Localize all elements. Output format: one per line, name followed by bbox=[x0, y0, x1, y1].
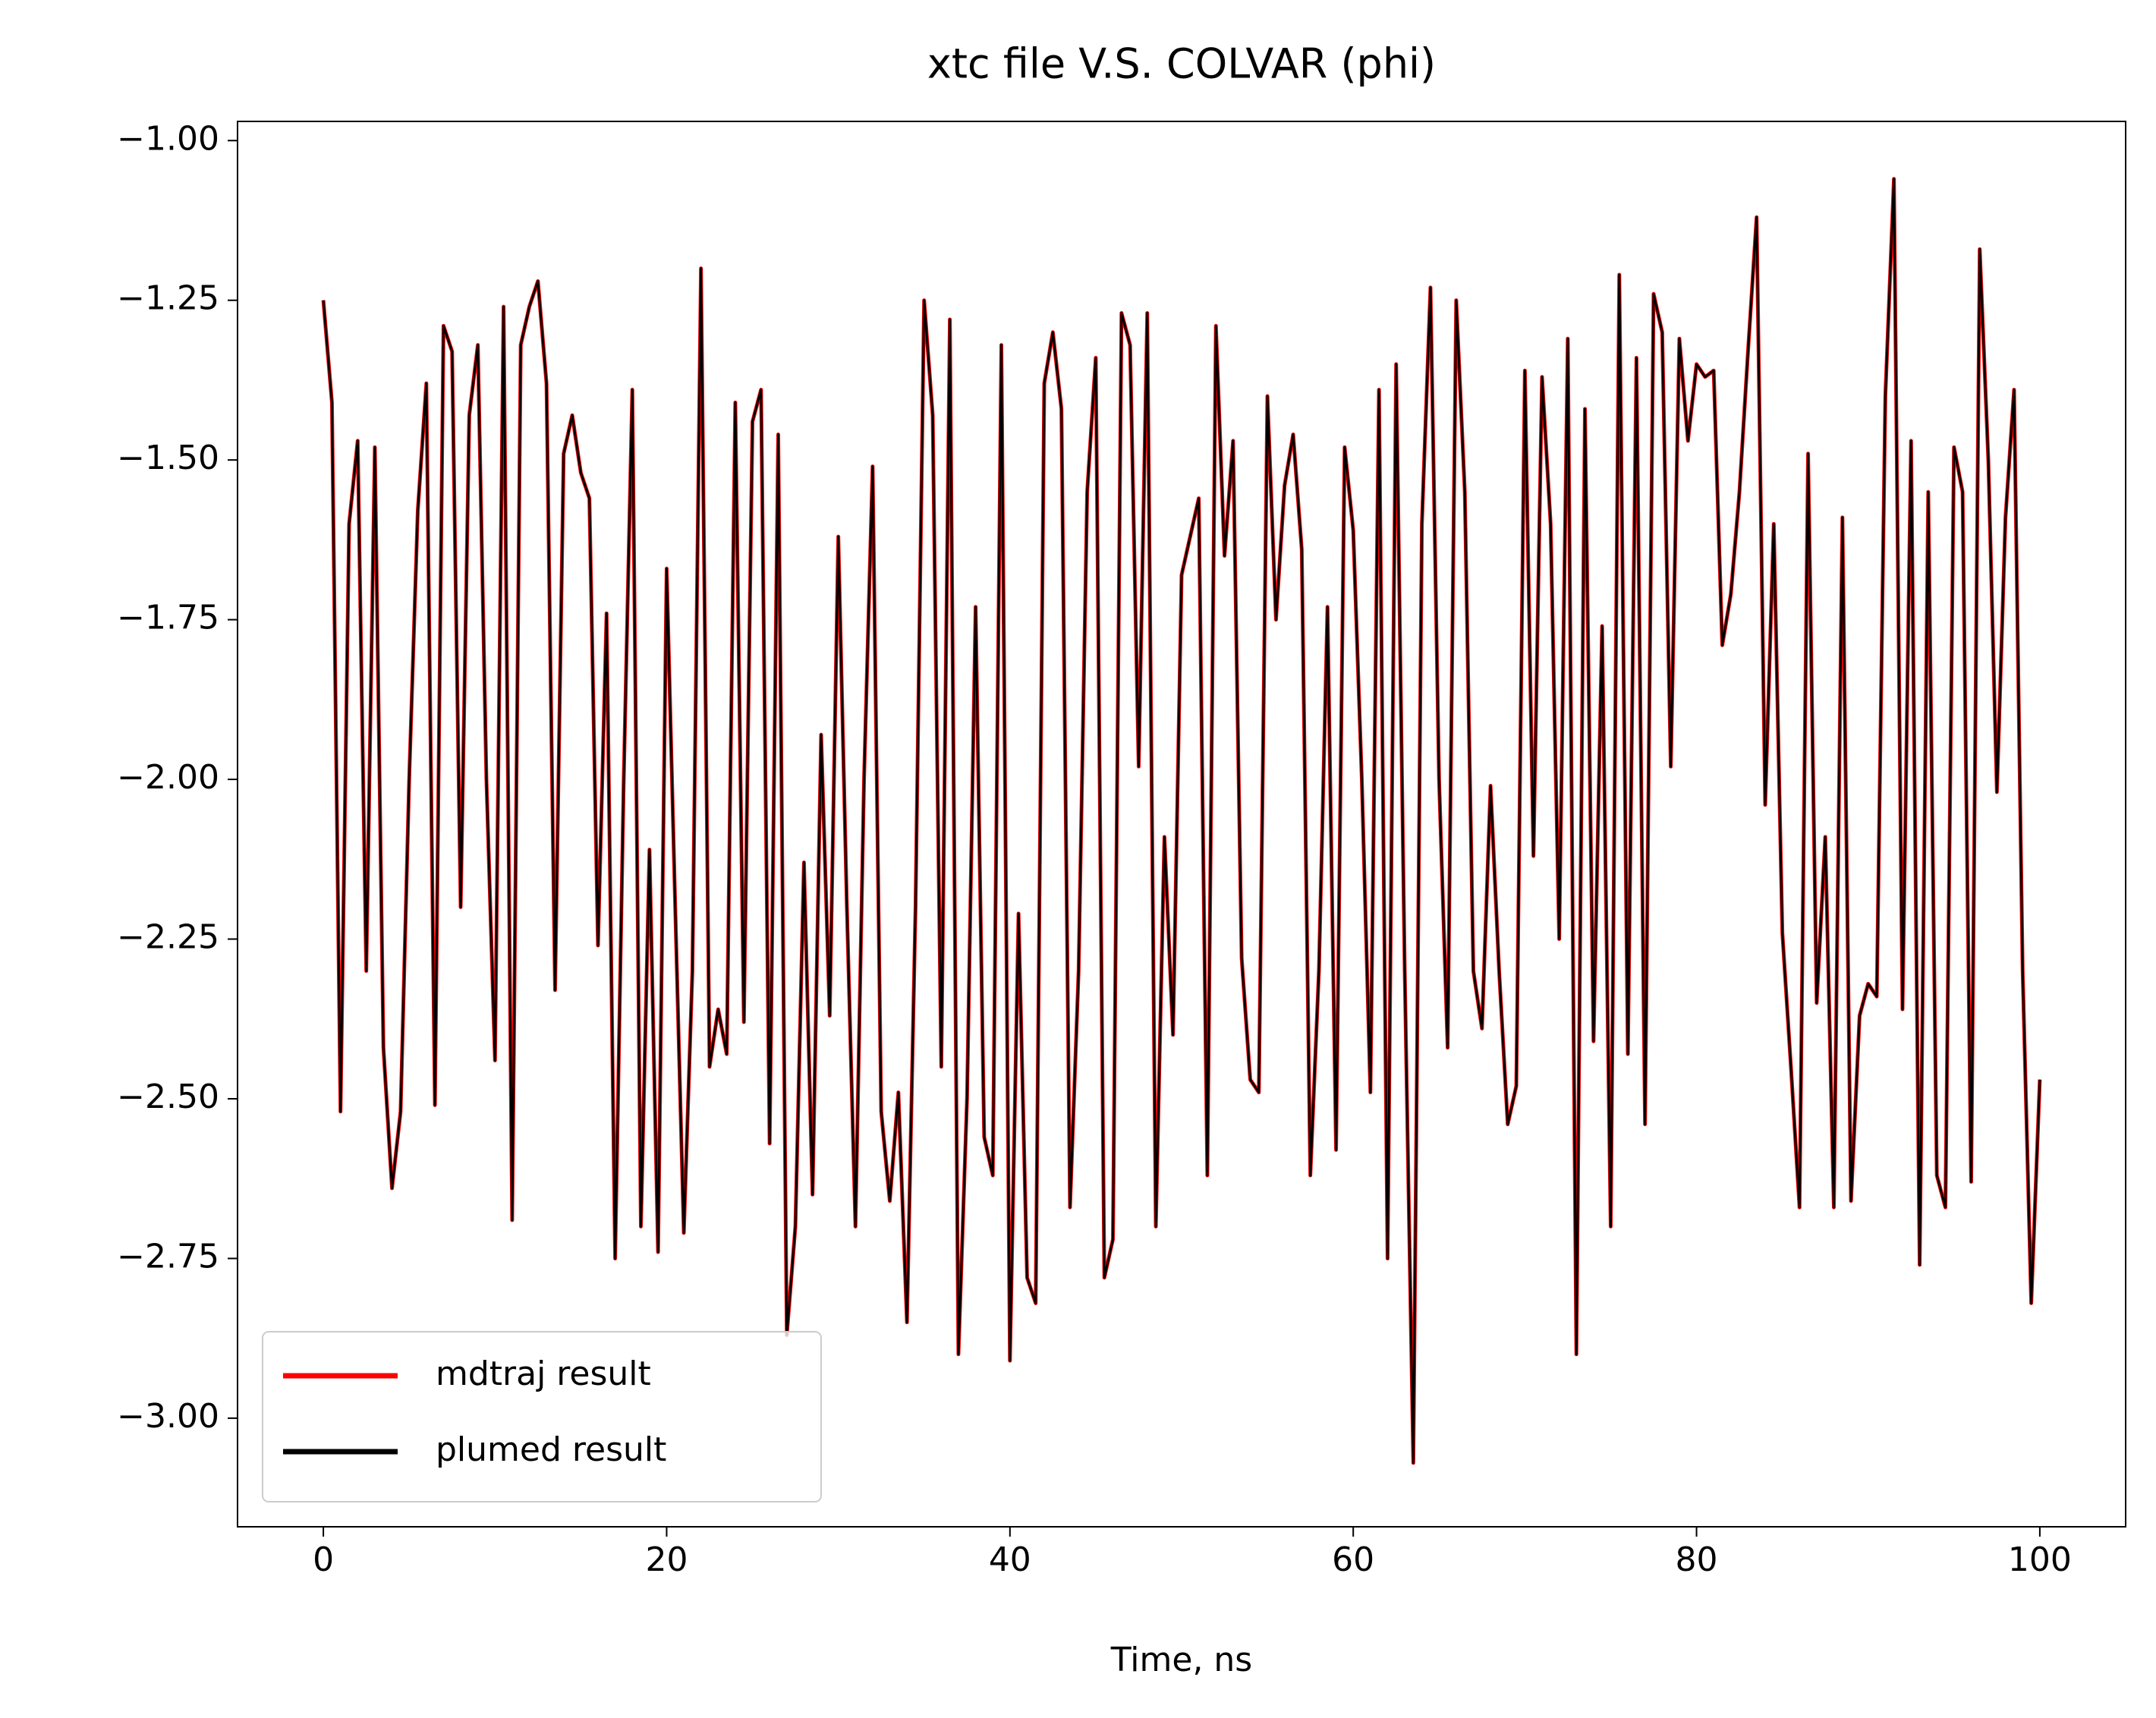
x-axis-label: Time, ns bbox=[1110, 1641, 1252, 1679]
chart-title: xtc file V.S. COLVAR (phi) bbox=[927, 40, 1436, 88]
legend-label: plumed result bbox=[436, 1430, 666, 1469]
y-tick-label: −1.00 bbox=[117, 119, 219, 158]
y-tick-label: −2.50 bbox=[117, 1078, 219, 1116]
y-tick-label: −2.75 bbox=[117, 1237, 219, 1276]
y-tick-label: −1.50 bbox=[117, 439, 219, 477]
y-tick-label: −2.00 bbox=[117, 758, 219, 797]
y-tick-label: −3.00 bbox=[117, 1397, 219, 1436]
y-tick-label: −1.25 bbox=[117, 279, 219, 318]
x-tick-label: 0 bbox=[313, 1540, 334, 1579]
plot-frame bbox=[237, 121, 2126, 1528]
legend-label: mdtraj result bbox=[436, 1355, 651, 1393]
data-line bbox=[321, 177, 2042, 1465]
x-tick-label: 100 bbox=[2008, 1540, 2072, 1579]
x-tick-label: 20 bbox=[645, 1540, 688, 1579]
y-tick-label: −1.75 bbox=[117, 599, 219, 637]
legend: mdtraj result plumed result bbox=[262, 1331, 822, 1502]
x-tick-label: 80 bbox=[1676, 1540, 1718, 1579]
x-tick-label: 40 bbox=[989, 1540, 1031, 1579]
x-tick-label: 60 bbox=[1332, 1540, 1374, 1579]
y-tick-label: −2.25 bbox=[117, 918, 219, 957]
legend-box bbox=[262, 1331, 822, 1502]
data-line bbox=[322, 178, 2041, 1465]
